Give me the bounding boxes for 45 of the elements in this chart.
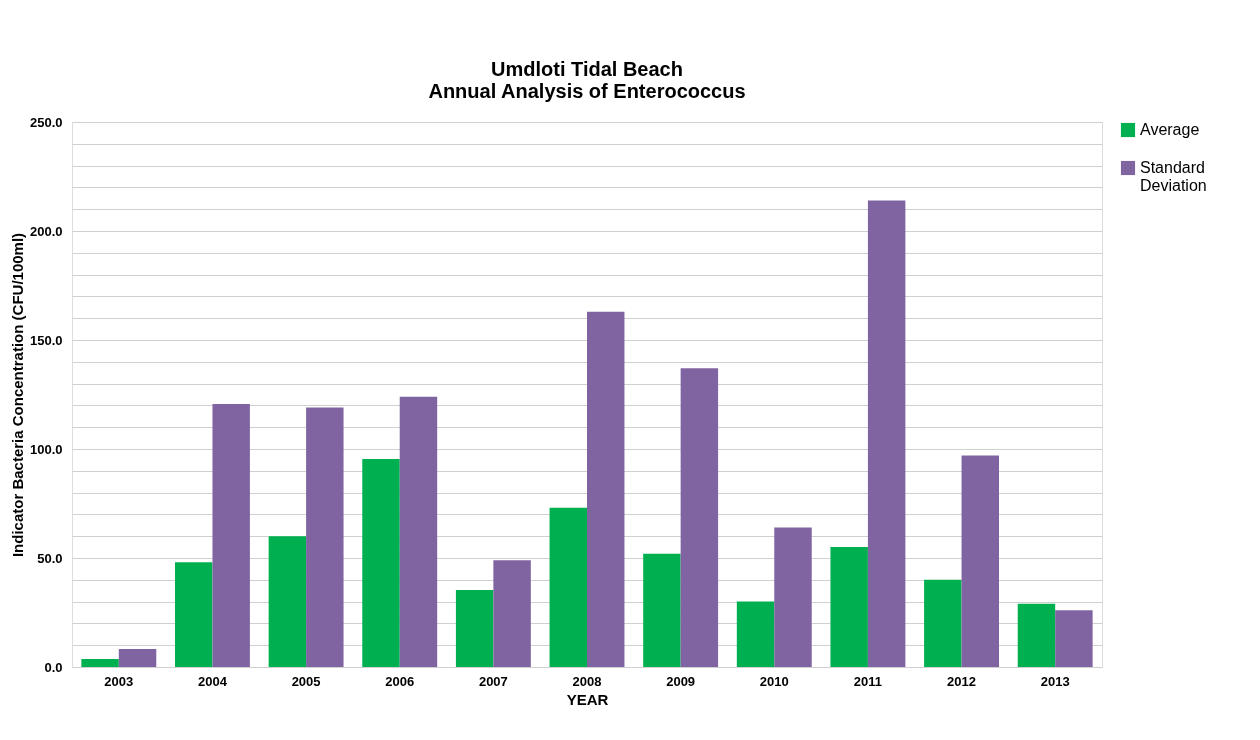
- x-tick-label: 2010: [759, 673, 789, 689]
- x-tick-label: 2009: [666, 673, 696, 689]
- bar: [587, 311, 625, 667]
- y-tick-label: 50.0: [37, 550, 63, 566]
- y-tick-label: 150.0: [29, 332, 63, 348]
- x-axis-title: YEAR: [566, 690, 609, 708]
- bar: [1017, 603, 1056, 667]
- x-tick-label: 2012: [947, 673, 977, 689]
- x-tick-label: 2011: [853, 673, 883, 689]
- text: Annual Analysis of Enterococcus: [428, 80, 746, 102]
- bar: [399, 396, 438, 667]
- bar: [455, 590, 494, 667]
- y-axis-title: Indicator Bacteria Concentration (CFU/100ml): [8, 232, 26, 558]
- bar: [212, 404, 250, 667]
- bar: [306, 407, 344, 667]
- y-tick-label: 100.0: [29, 441, 63, 457]
- y-tick-label: 0.0: [44, 659, 63, 675]
- bar: [830, 547, 868, 667]
- legend-label: Average: [1140, 121, 1200, 138]
- y-tick-label: 200.0: [29, 223, 63, 239]
- bar: [961, 455, 999, 667]
- bar: [643, 553, 681, 667]
- bar: [549, 507, 587, 667]
- bar: [1055, 610, 1093, 667]
- x-tick-label: 2007: [478, 673, 508, 689]
- text: Umdloti Tidal Beach: [491, 58, 683, 80]
- x-tick-label: 2005: [291, 673, 321, 689]
- x-tick-label: 2013: [1040, 673, 1070, 689]
- bar: [736, 601, 775, 667]
- bar: [118, 648, 157, 667]
- x-tick-label: 2004: [197, 673, 228, 689]
- bar: [867, 200, 906, 667]
- x-tick-label: 2008: [572, 673, 602, 689]
- bar: [493, 560, 531, 667]
- y-tick-label: 250.0: [29, 114, 63, 130]
- bar: [924, 579, 962, 667]
- legend-label: Standard Deviation: [1140, 159, 1207, 194]
- bar: [774, 527, 812, 667]
- bar: [175, 562, 213, 667]
- bar: [362, 459, 400, 667]
- bar: [268, 536, 307, 667]
- bar: [680, 368, 719, 667]
- x-tick-label: 2006: [385, 673, 415, 689]
- x-tick-label: 2003: [104, 673, 134, 689]
- bar: [81, 658, 119, 667]
